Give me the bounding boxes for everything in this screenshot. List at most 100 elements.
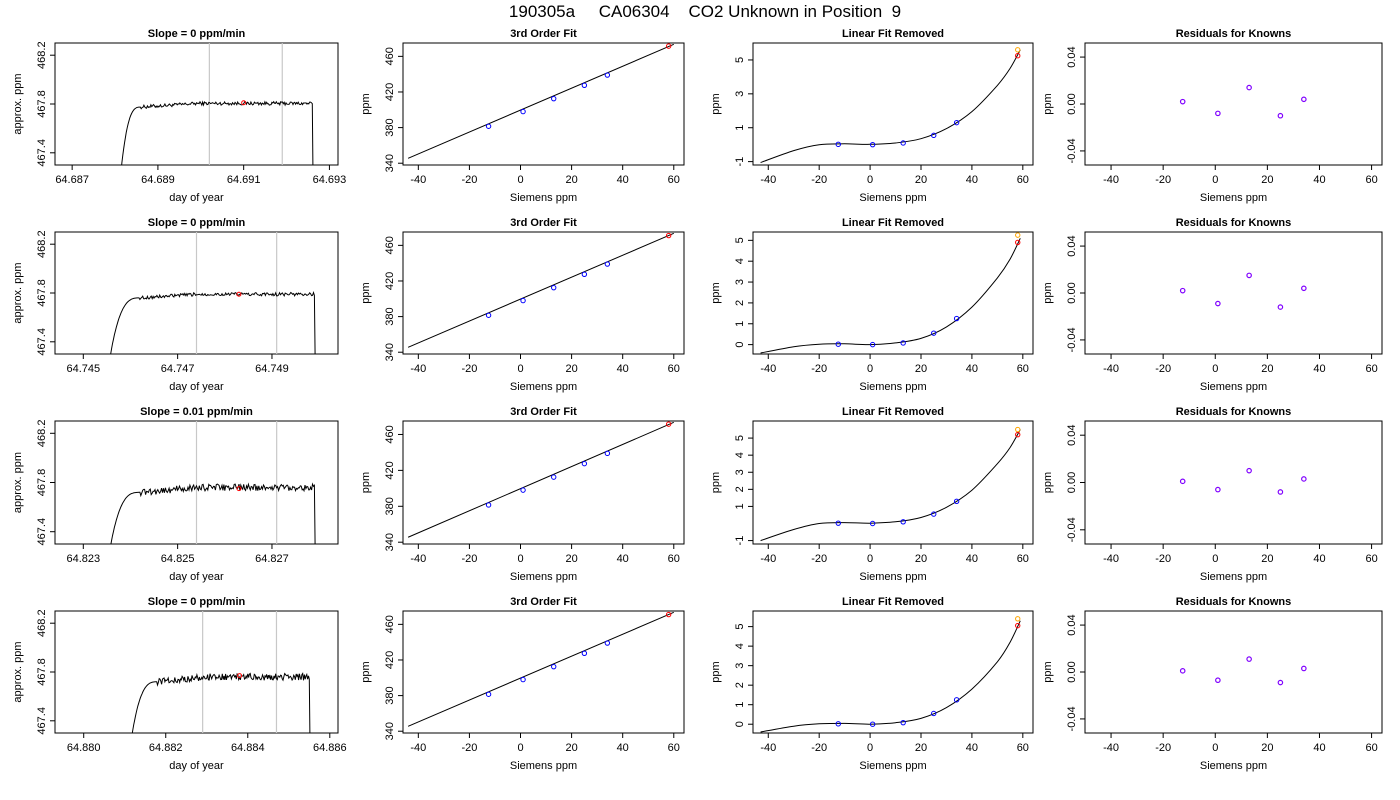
chart-panel-linfit-3: Linear Fit Removed -40 -20 0 20 40 60 -1 1 2 3 4 5 Si…: [710, 406, 1034, 583]
chart-title: Slope = 0 ppm/min: [148, 28, 246, 40]
x-tick-label: -20: [1155, 174, 1171, 186]
y-tick-label: 0.00: [1066, 93, 1078, 114]
x-tick-label: -40: [1103, 742, 1119, 754]
y-tick-label: 460: [384, 236, 396, 254]
y-tick-label: 3: [734, 279, 746, 285]
known-point: [520, 487, 526, 493]
y-tick-label: 5: [734, 57, 746, 63]
x-tick-label: 40: [1313, 553, 1325, 565]
x-axis-label: day of year: [169, 571, 224, 583]
y-axis-label: ppm: [360, 661, 372, 682]
x-tick-label: -40: [760, 553, 776, 565]
plot-data: [760, 47, 1021, 163]
x-tick-label: 60: [1365, 174, 1377, 186]
y-tick-label: 467.8: [36, 90, 48, 118]
unknown-point: [1015, 53, 1021, 59]
known-point: [900, 140, 906, 146]
chart-panel-raw-4: Slope = 0 ppm/min 64.880 64.882 64.884 64.88…: [12, 596, 347, 772]
x-axis-label: Siemens ppm: [510, 381, 577, 393]
known-point: [869, 141, 876, 148]
residual-point: [1179, 287, 1186, 294]
known-point: [485, 123, 492, 129]
y-tick-label: 0.00: [1066, 282, 1078, 303]
chart-panel-raw-3: Slope = 0.01 ppm/min 64.823 64.825 64.827 46…: [12, 406, 339, 583]
y-axis-label: ppm: [360, 472, 372, 493]
plot-data: [1179, 272, 1307, 310]
y-tick-label: 2: [734, 682, 746, 688]
y-tick-label: 380: [384, 118, 396, 136]
signal-trace: [121, 100, 314, 165]
x-tick-label: 60: [1017, 553, 1029, 565]
plot-data: [1179, 84, 1307, 119]
x-tick-label: 40: [966, 363, 978, 375]
residual-point: [1277, 112, 1284, 119]
x-tick-label: 64.823: [66, 553, 100, 565]
x-tick-label: 64.884: [231, 742, 265, 754]
residual-point: [1215, 677, 1221, 684]
y-tick-label: -0.04: [1066, 517, 1078, 542]
plot-data: [760, 616, 1021, 733]
x-axis-label: Siemens ppm: [1200, 760, 1267, 772]
residual-point: [1277, 489, 1284, 495]
unknown-marker: [237, 673, 243, 679]
x-tick-label: 64.747: [161, 363, 195, 375]
known-point: [953, 315, 960, 322]
known-point: [900, 340, 906, 346]
x-tick-label: 40: [966, 174, 978, 186]
unknown-point: [665, 232, 672, 239]
known-point: [581, 82, 588, 88]
chart-panel-raw-2: Slope = 0 ppm/min 64.745 64.747 64.749 467.4…: [12, 217, 339, 393]
x-axis-label: Siemens ppm: [1200, 571, 1267, 583]
x-tick-label: -40: [410, 553, 426, 565]
unknown-point: [665, 43, 672, 49]
unknown-marker: [241, 100, 247, 106]
known-point: [604, 72, 611, 78]
x-tick-label: 0: [867, 742, 873, 754]
x-tick-label: 0: [1212, 174, 1218, 186]
known-point: [869, 520, 876, 527]
known-point: [551, 284, 557, 291]
residual-point: [1179, 478, 1186, 485]
y-tick-label: 460: [384, 615, 396, 633]
x-tick-label: -20: [461, 553, 477, 565]
plot-data: [110, 232, 316, 354]
x-tick-label: 64.693: [313, 174, 347, 186]
y-tick-label: 460: [384, 47, 396, 65]
x-axis-label: Siemens ppm: [510, 192, 577, 204]
y-tick-label: 0.04: [1066, 424, 1078, 445]
x-tick-label: 20: [1261, 742, 1273, 754]
chart-panel-linfit-4: Linear Fit Removed -40 -20 0 20 40 60 0 1 2 3 4 5 Sie…: [710, 596, 1034, 772]
x-tick-label: 0: [1212, 742, 1218, 754]
x-tick-label: 20: [915, 363, 927, 375]
x-tick-label: 64.886: [313, 742, 347, 754]
fit-line: [407, 421, 674, 538]
y-axis-label: ppm: [360, 93, 372, 114]
known-point: [835, 341, 841, 347]
known-point: [869, 341, 876, 348]
x-tick-label: -40: [760, 363, 776, 375]
y-tick-label: 0.04: [1066, 46, 1078, 67]
y-axis-label: ppm: [1042, 472, 1054, 493]
x-tick-label: 20: [1261, 363, 1273, 375]
y-axis-label: ppm: [360, 282, 372, 303]
x-tick-label: 60: [668, 742, 680, 754]
plot-frame: [752, 420, 1034, 545]
x-axis-label: day of year: [169, 381, 224, 393]
x-tick-label: -20: [461, 742, 477, 754]
x-tick-label: -20: [811, 553, 827, 565]
chart-panel-fit-3: 3rd Order Fit -40 -20 0 20 40 60 340 380 420 460 Si…: [360, 406, 685, 583]
x-tick-label: 64.745: [66, 363, 100, 375]
chart-title: Linear Fit Removed: [842, 406, 944, 418]
residual-point: [1301, 285, 1307, 292]
x-tick-label: -40: [1103, 174, 1119, 186]
plot-data: [407, 232, 674, 348]
y-tick-label: -1: [734, 536, 746, 546]
x-tick-label: -20: [461, 363, 477, 375]
signal-trace: [110, 291, 316, 354]
chart-title: Slope = 0 ppm/min: [148, 217, 246, 229]
plot-data: [121, 43, 314, 165]
known-point: [835, 141, 841, 148]
y-tick-label: 1: [734, 125, 746, 131]
page-title: 190305a CA06304 CO2 Unknown in Position …: [508, 2, 902, 21]
y-tick-label: 420: [384, 83, 396, 101]
